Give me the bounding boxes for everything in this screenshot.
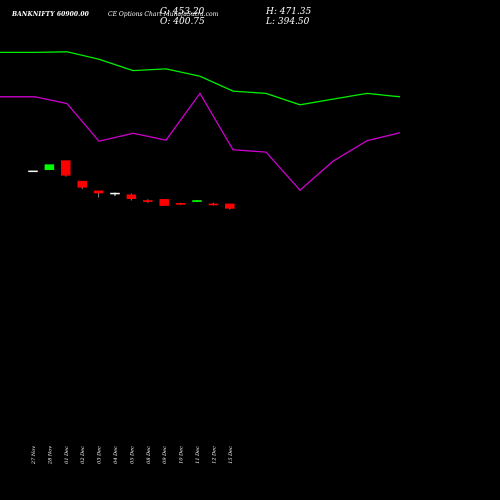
candle (77, 180, 87, 190)
x-tick-label: 15 Dec (228, 446, 234, 464)
candle-body (159, 199, 169, 206)
candle-body (126, 194, 137, 199)
indicator-lines (0, 51, 401, 192)
candles (28, 160, 235, 210)
x-tick-label: 05 Dec (129, 446, 135, 464)
candle-body (93, 190, 104, 194)
high-readout: H: 471.35 (266, 7, 312, 17)
x-tick-label: 01 Dec (64, 446, 70, 464)
candle-body (61, 160, 71, 176)
candle-body (110, 192, 120, 195)
candle (44, 164, 55, 171)
x-tick-label: 10 Dec (179, 446, 185, 464)
x-tick-label: 03 Dec (97, 446, 103, 464)
candle (28, 170, 38, 173)
low-readout: L: 394.50 (266, 17, 310, 27)
indicator-line-2 (0, 92, 401, 192)
candle-body (77, 180, 87, 188)
x-axis-labels: 27 Nov 28 Nov 01 Dec 02 Dec 03 Dec 04 Dec 05 D… (31, 446, 234, 465)
candle (175, 202, 186, 206)
candle (208, 202, 219, 206)
x-tick-label: 09 Dec (162, 446, 168, 464)
candle (93, 190, 104, 198)
candle-body (143, 200, 153, 202)
open-readout: O: 400.75 (160, 17, 205, 27)
x-tick-label: 12 Dec (211, 446, 217, 464)
x-tick-label: 02 Dec (80, 446, 86, 464)
close-readout: C: 453.20 (160, 7, 205, 17)
chart-title: BANKNIFTY 60900.00 (12, 11, 89, 18)
indicator-line-1 (0, 51, 401, 106)
candle (126, 193, 137, 201)
candle-body (44, 164, 55, 170)
candle-body (192, 200, 202, 202)
candle-body (225, 203, 235, 209)
x-tick-label: 08 Dec (146, 446, 152, 464)
candle (159, 199, 169, 206)
chart-subtitle: CE Options Chart MunafaSutra.com (108, 11, 219, 18)
candle-body (175, 203, 186, 205)
candle (192, 199, 202, 203)
candle (225, 203, 235, 210)
candle (110, 192, 120, 196)
candle-body (208, 203, 219, 206)
x-tick-label: 11 Dec (195, 446, 201, 464)
x-tick-label: 27 Nov (31, 446, 37, 465)
candle-body (28, 170, 38, 173)
x-tick-label: 04 Dec (113, 446, 119, 464)
x-tick-label: 28 Nov (47, 446, 53, 465)
candle (61, 160, 71, 177)
candle (143, 199, 153, 203)
